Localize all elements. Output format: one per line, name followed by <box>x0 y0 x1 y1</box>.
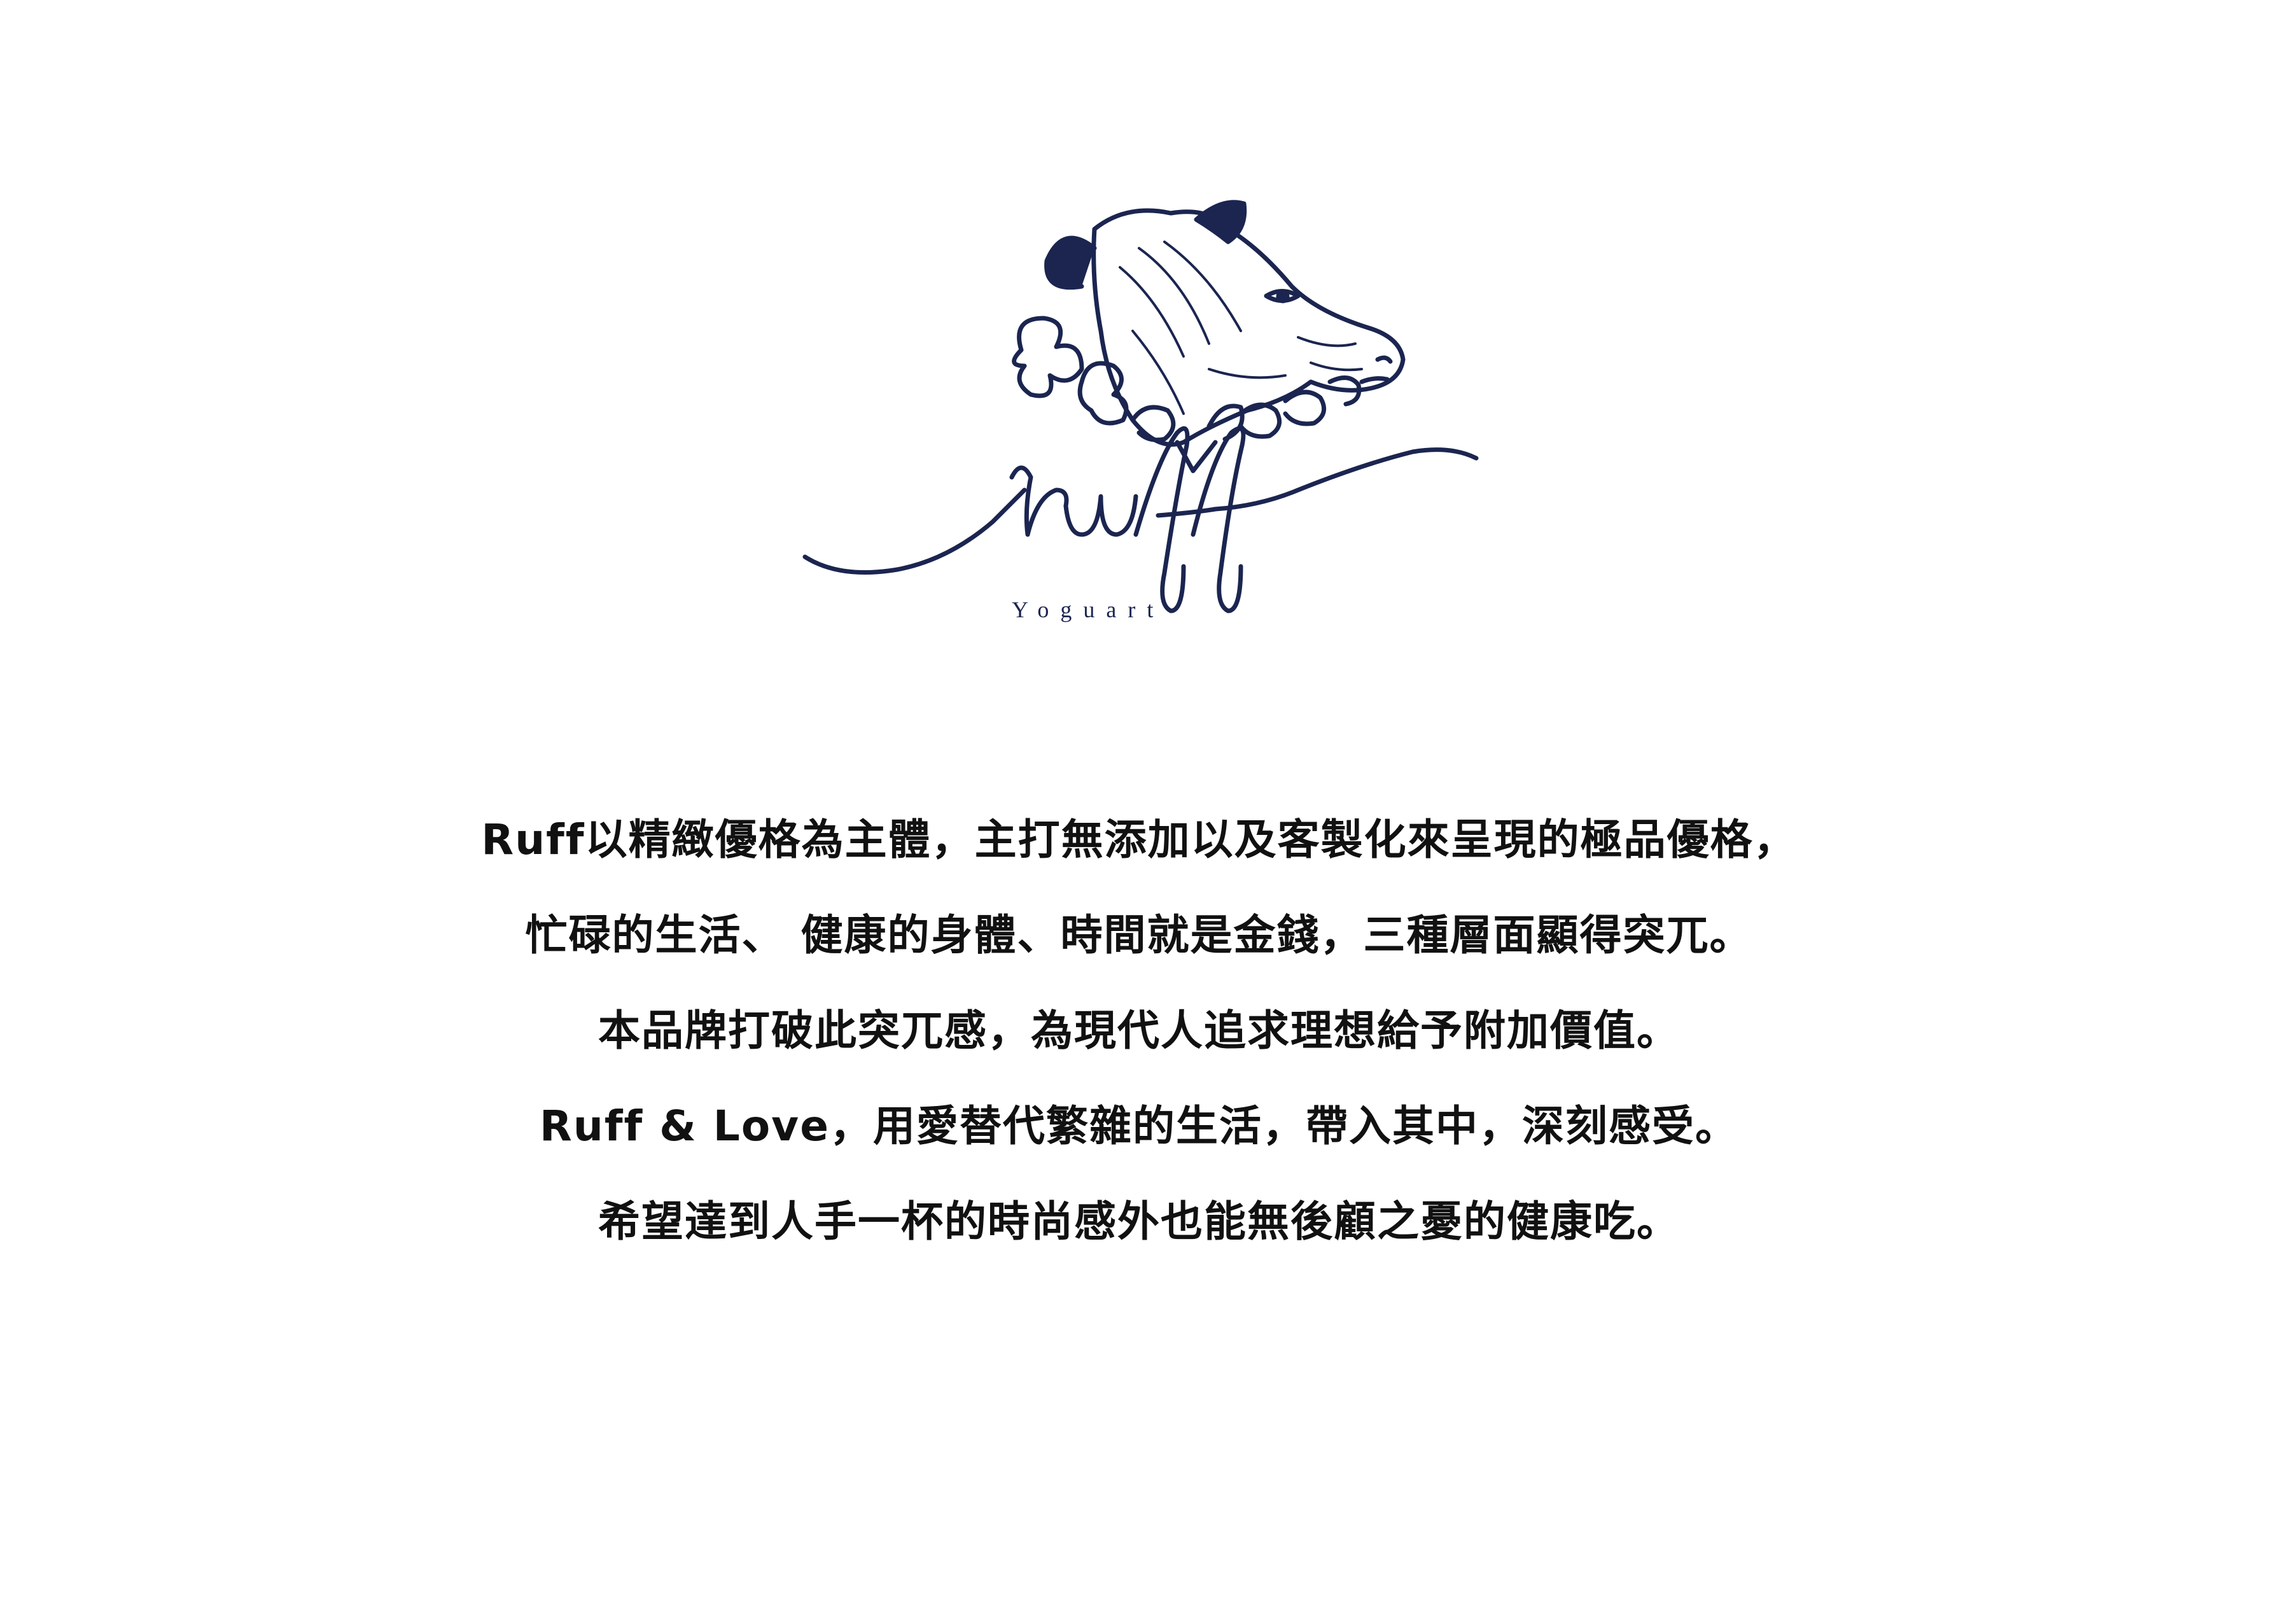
brand-logo-artwork: Yoguart <box>802 200 1479 622</box>
statement-line-4: Ruff & Love，用愛替代繁雜的生活，帶入其中，深刻感受。 <box>540 1102 1738 1151</box>
cow-with-ruff-collar-icon <box>1012 200 1406 473</box>
statement-line-1: Ruff以精緻優格為主體，主打無添加以及客製化來呈現的極品優格， <box>481 815 1797 864</box>
statement-line-3: 本品牌打破此突兀感，為現代人追求理想給予附加價值。 <box>598 1006 1680 1055</box>
brand-statement: Ruff以精緻優格為主體，主打無添加以及客製化來呈現的極品優格， 忙碌的生活、 … <box>0 808 2278 1285</box>
ruff-wordmark <box>802 426 1479 613</box>
tagline: Yoguart <box>1012 597 1164 622</box>
statement-line-2: 忙碌的生活、 健康的身體、時間就是金錢，三種層面顯得突兀。 <box>525 911 1753 960</box>
brand-logo: Yoguart <box>802 191 1502 636</box>
statement-line-5: 希望達到人手一杯的時尚感外也能無後顧之憂的健康吃。 <box>598 1197 1680 1246</box>
